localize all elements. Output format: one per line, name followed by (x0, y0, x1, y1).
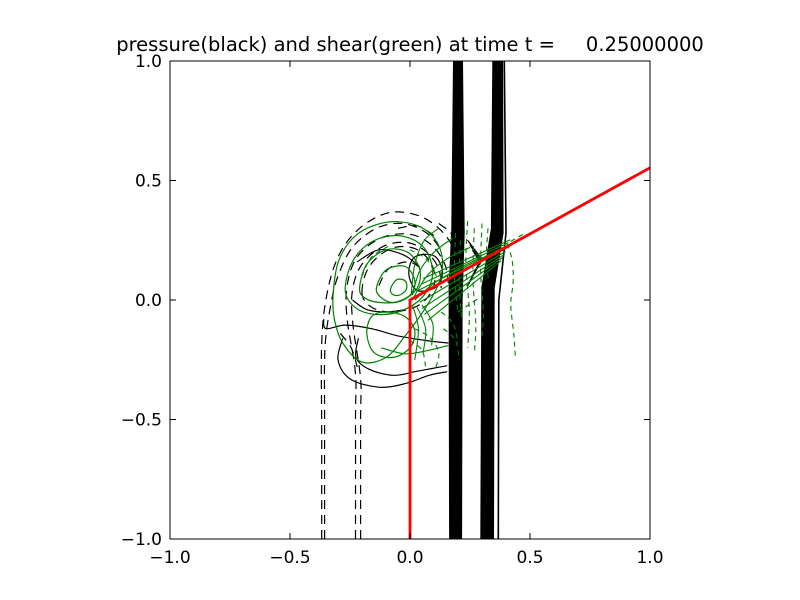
shear-fan-6 (421, 254, 505, 309)
x-tick-label: −0.5 (269, 548, 310, 568)
shear-dash-diag-1 (450, 282, 471, 296)
shear-fan-curve-3 (413, 246, 471, 298)
shear-arc-lower (381, 344, 449, 355)
pressure-solid-boot-outer (337, 338, 448, 388)
shear-dash-right-1 (506, 243, 517, 360)
shear-fan-7 (424, 257, 503, 315)
shear-dash-low-2 (409, 340, 427, 368)
shear-dash-low-4 (440, 311, 459, 344)
chart-title: pressure(black) and shear(green) at time… (116, 33, 704, 56)
shear-dash-band-2 (458, 240, 463, 320)
x-tick-label: 1.0 (636, 548, 663, 568)
shear-fan-4 (422, 239, 511, 280)
pressure-contour-mid (345, 233, 449, 540)
shear-wisp-3 (480, 223, 484, 336)
shear-swirl-core (389, 278, 408, 297)
pressure-dash-arc1 (378, 261, 423, 286)
band-edge-line (497, 60, 507, 540)
shear-fan-curve-1 (410, 227, 440, 296)
x-tick-label: 0.0 (396, 548, 423, 568)
y-tick-label: −1.0 (121, 530, 162, 550)
pressure-solid-arc (352, 299, 406, 313)
pressure-contour-outer2 (323, 222, 442, 540)
shear-dash-low-3 (443, 328, 460, 360)
shear-dash-vortex-2 (409, 249, 437, 277)
shear-wisp-2 (472, 228, 477, 353)
pressure-dash-arc3 (438, 223, 459, 248)
shear-dash-right-3 (510, 232, 526, 242)
x-tick-label: −1.0 (149, 548, 190, 568)
shear-fan-8 (427, 260, 502, 321)
pressure-solid-top (322, 318, 449, 344)
shear-wisp-1 (465, 221, 470, 348)
shear-dash-band-1 (453, 233, 459, 313)
shear-bundle-down-1 (411, 304, 419, 360)
shear-dash-vortex-1 (361, 244, 392, 277)
shear-fan-3 (420, 242, 509, 285)
shear-bundle-down-2 (416, 306, 427, 353)
shear-fan-5 (419, 251, 506, 303)
y-tick-label: 0.5 (135, 172, 162, 192)
y-tick-label: 0.0 (135, 291, 162, 311)
front-line (408, 166, 651, 539)
y-tick-label: −0.5 (121, 411, 162, 431)
x-tick-label: 0.5 (516, 548, 543, 568)
pressure-contour-outer (320, 211, 460, 539)
pressure-solid-boot-inner (354, 338, 448, 376)
shear-loop-3 (358, 248, 421, 304)
shock-band-2 (480, 61, 504, 539)
pressure-dash-arc4 (339, 333, 358, 368)
shear-dash-diag-2 (457, 297, 480, 313)
pressure-contour-mid2 (350, 241, 442, 540)
shear-fan-curve-2 (411, 237, 454, 296)
pressure-solid-squiggle (356, 248, 420, 267)
shear-fan-2 (418, 245, 508, 291)
y-tick-label: 1.0 (135, 52, 162, 72)
